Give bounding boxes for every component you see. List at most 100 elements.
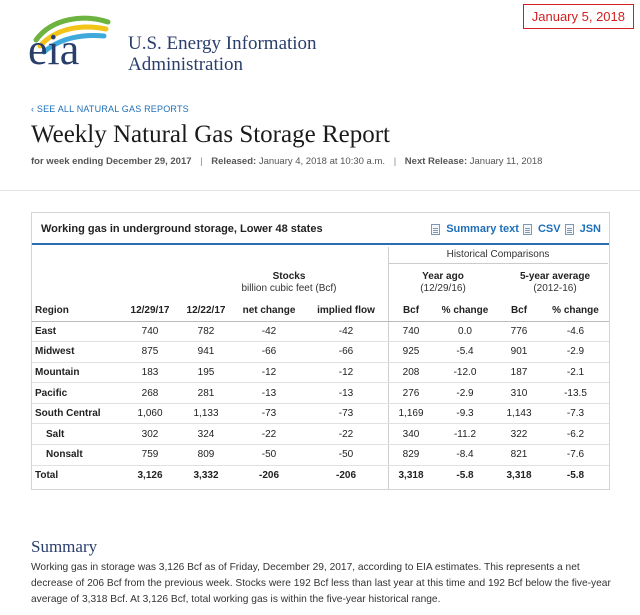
see-all-reports-link[interactable]: ‹ SEE ALL NATURAL GAS REPORTS: [31, 104, 189, 114]
value-cell: 183: [122, 362, 178, 384]
column-header: 12/29/17: [122, 301, 178, 322]
table-row: Total 3,126 3,332 -206 -206 3,318 -5.8 3,318 -5.…: [32, 465, 609, 486]
value-cell: -22: [234, 423, 304, 446]
eia-logo-arcs-icon: [33, 15, 111, 55]
stocks-group-header: Stocks billion cubic feet (Bcf): [194, 271, 384, 295]
value-cell: -50: [234, 444, 304, 466]
meta-separator: |: [200, 156, 203, 167]
agency-line-1: U.S. Energy Information: [128, 33, 317, 54]
column-header: % change: [542, 301, 609, 322]
region-cell: Midwest: [32, 341, 122, 363]
value-cell: 759: [122, 444, 178, 466]
table-title: Working gas in underground storage, Lowe…: [41, 223, 323, 235]
value-cell: 302: [122, 423, 178, 446]
year-ago-group-header: Year ago (12/29/16): [390, 271, 496, 295]
json-file-icon: [564, 223, 574, 235]
release-meta: for week ending December 29, 2017 | Rele…: [31, 156, 542, 167]
value-cell: 782: [178, 321, 234, 343]
column-header: Bcf: [388, 301, 434, 322]
value-cell: -42: [304, 321, 388, 343]
download-links: Summary text CSV JSN: [431, 223, 601, 235]
value-cell: -5.4: [434, 341, 496, 363]
value-cell: -12.0: [434, 362, 496, 384]
value-cell: 0.0: [434, 321, 496, 343]
summary-text-link[interactable]: Summary text: [446, 223, 519, 235]
value-cell: -2.1: [542, 362, 609, 384]
value-cell: -8.4: [434, 444, 496, 466]
value-cell: -6.2: [542, 423, 609, 446]
value-cell: 1,143: [496, 403, 542, 425]
value-cell: 809: [178, 444, 234, 466]
value-cell: 1,060: [122, 403, 178, 425]
value-cell: 3,318: [506, 470, 532, 482]
value-cell: -66: [304, 341, 388, 363]
table-row: Midwest 875 941 -66 -66 925 -5.4 901 -2.9: [32, 341, 609, 363]
document-icon: [431, 223, 441, 235]
value-cell: -7.3: [542, 403, 609, 425]
value-cell: -4.6: [542, 321, 609, 343]
value-cell: 310: [496, 382, 542, 404]
agency-name: U.S. Energy Information Administration: [128, 33, 317, 75]
value-cell: 941: [178, 341, 234, 363]
value-cell: 925: [388, 341, 434, 363]
value-cell: 3,126: [137, 470, 163, 482]
stocks-subtitle: billion cubic feet (Bcf): [241, 283, 337, 294]
next-release-value: January 11, 2018: [469, 156, 543, 167]
region-cell: East: [32, 321, 122, 343]
value-cell: 821: [496, 444, 542, 466]
value-cell: -73: [234, 403, 304, 425]
json-link[interactable]: JSN: [579, 223, 601, 235]
value-cell: -12: [304, 362, 388, 384]
column-header: implied flow: [304, 301, 388, 322]
region-cell: Salt: [32, 423, 122, 446]
historical-header-rule: [388, 263, 608, 264]
value-cell: -12: [234, 362, 304, 384]
header-divider: [0, 190, 640, 191]
value-cell: -73: [304, 403, 388, 425]
value-cell: -206: [335, 470, 356, 482]
value-cell: 322: [496, 423, 542, 446]
value-cell: -50: [304, 444, 388, 466]
value-cell: 268: [122, 382, 178, 404]
value-cell: -13: [234, 382, 304, 404]
value-cell: -5.8: [566, 470, 585, 482]
value-cell: -66: [234, 341, 304, 363]
released-label: Released:: [211, 156, 257, 167]
column-header: % change: [434, 301, 496, 322]
eia-logo-text: eia: [28, 25, 80, 74]
table-row: Nonsalt 759 809 -50 -50 829 -8.4 821 -7.6: [32, 444, 609, 466]
value-cell: 281: [178, 382, 234, 404]
value-cell: 324: [178, 423, 234, 446]
next-release-label: Next Release:: [404, 156, 468, 167]
table-row: East 740 782 -42 -42 740 0.0 776 -4.6: [32, 321, 609, 343]
table-row: Salt 302 324 -22 -22 340 -11.2 322 -6.2: [32, 423, 609, 446]
storage-table-panel: Working gas in underground storage, Lowe…: [31, 212, 610, 490]
value-cell: -13: [304, 382, 388, 404]
value-cell: -2.9: [434, 382, 496, 404]
table-row: Mountain 183 195 -12 -12 208 -12.0 187 -2.1: [32, 362, 609, 384]
value-cell: 208: [388, 362, 434, 384]
storage-data-table: Region 12/29/17 12/22/17 net change impl…: [32, 301, 609, 486]
region-cell: Total: [35, 470, 59, 482]
value-cell: -9.3: [434, 403, 496, 425]
five-year-group-header: 5-year average (2012-16): [502, 271, 608, 295]
value-cell: 187: [496, 362, 542, 384]
historical-comparisons-header: Historical Comparisons: [446, 249, 550, 260]
csv-file-icon: [522, 223, 532, 235]
value-cell: -7.6: [542, 444, 609, 466]
week-ending-label: for week ending December 29, 2017: [31, 156, 192, 167]
csv-link[interactable]: CSV: [537, 223, 561, 235]
region-cell: Mountain: [32, 362, 122, 384]
column-header: 12/22/17: [178, 301, 234, 322]
value-cell: -2.9: [542, 341, 609, 363]
table-panel-header: Working gas in underground storage, Lowe…: [32, 213, 609, 245]
value-cell: 1,133: [178, 403, 234, 425]
summary-paragraph: Working gas in storage was 3,126 Bcf as …: [31, 562, 611, 605]
value-cell: 340: [388, 423, 434, 446]
value-cell: 740: [388, 321, 434, 343]
table-row: Pacific 268 281 -13 -13 276 -2.9 310 -13.5: [32, 382, 609, 404]
value-cell: 829: [388, 444, 434, 466]
table-row: South Central 1,060 1,133 -73 -73 1,169 -9.3 1,…: [32, 403, 609, 425]
column-header-row: Region 12/29/17 12/22/17 net change impl…: [32, 301, 609, 322]
five-year-title: 5-year average: [519, 271, 591, 282]
